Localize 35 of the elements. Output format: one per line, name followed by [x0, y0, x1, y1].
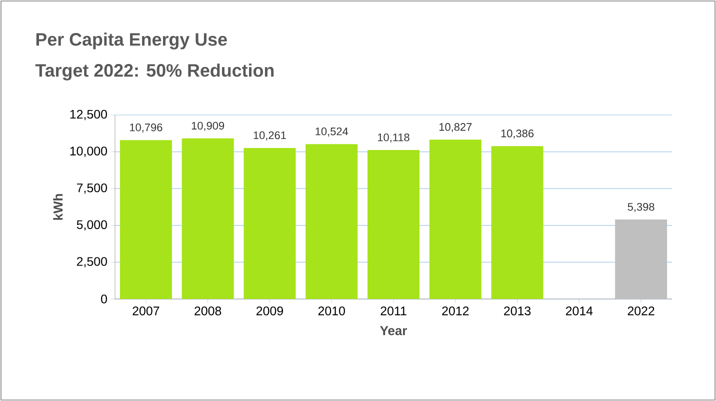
data-label: 10,386	[501, 130, 534, 139]
y-axis-title: kWh	[53, 194, 63, 220]
data-label: 10,118	[378, 133, 410, 143]
bar	[244, 148, 296, 299]
data-label: 10,261	[254, 131, 286, 140]
data-label: 10,827	[439, 123, 472, 132]
y-tick-label: 0	[101, 294, 107, 304]
x-tick-label: 2022	[628, 306, 654, 316]
x-axis-title: Year	[380, 326, 407, 336]
bar	[306, 144, 358, 299]
y-tick-label: 12,500	[70, 110, 107, 120]
y-tick-label: 2,500	[76, 257, 107, 268]
bar	[120, 140, 172, 299]
x-tick-label: 2010	[318, 306, 345, 316]
bar	[182, 138, 234, 299]
x-tick-label: 2008	[194, 306, 222, 316]
chart-subtitle: Target 2022: 50% Reduction	[35, 64, 274, 80]
x-tick-label: 2014	[566, 306, 593, 316]
bar	[368, 150, 420, 299]
x-tick-label: 2012	[442, 306, 469, 316]
y-tick-label: 7,500	[76, 183, 107, 194]
x-tick-label: 2009	[256, 306, 283, 316]
data-label: 10,909	[192, 122, 224, 131]
y-tick-label: 10,000	[70, 146, 107, 157]
x-tick-label: 2007	[132, 306, 160, 316]
x-tick-label: 2011	[380, 306, 406, 316]
y-tick-label: 5,000	[76, 220, 107, 231]
data-label: 10,796	[130, 124, 162, 133]
bar	[491, 146, 544, 299]
bar	[615, 220, 668, 299]
data-label: 5,398	[628, 202, 654, 212]
x-tick-label: 2013	[504, 306, 531, 316]
bar	[429, 140, 482, 299]
data-label: 10,524	[316, 128, 348, 137]
chart-title: Per Capita Energy Use	[36, 32, 227, 50]
